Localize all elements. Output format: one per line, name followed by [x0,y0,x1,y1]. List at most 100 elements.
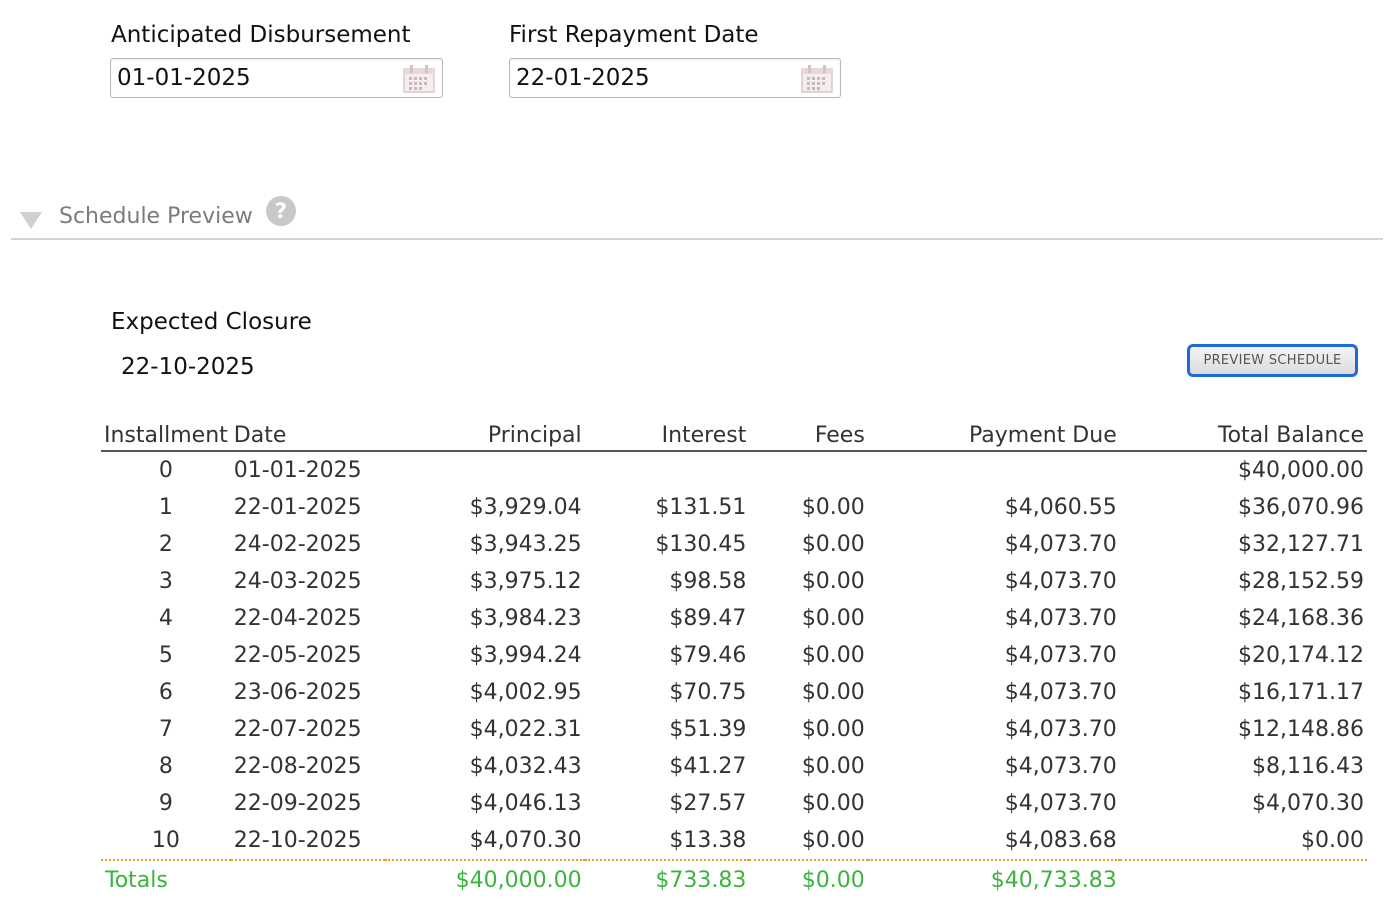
installment-number: 4 [158,606,173,631]
fees-cell: $0.00 [801,717,865,742]
total-balance-cell: $20,174.12 [1238,643,1364,668]
totals-fees: $0.00 [749,859,868,899]
interest-cell [585,451,750,489]
principal-cell: $4,022.31 [469,717,582,742]
interest-cell: $27.57 [669,791,747,816]
table-row: 0 01-01-2025 $40,000.00 [101,451,1367,489]
installment-number: 8 [158,754,173,779]
payment-due-cell: $4,073.70 [1004,791,1117,816]
principal-cell: $3,994.24 [469,643,582,668]
totals-date-empty [230,859,385,899]
principal-cell: $4,002.95 [469,680,582,705]
fees-cell: $0.00 [801,828,865,853]
interest-cell: $79.46 [669,643,747,668]
principal-cell: $3,943.25 [469,532,582,557]
interest-cell: $13.38 [669,828,747,853]
principal-cell: $3,975.12 [469,569,582,594]
installment-date: 22-07-2025 [233,717,362,742]
installment-date: 22-04-2025 [233,606,362,631]
fees-cell: $0.00 [801,791,865,816]
fees-cell: $0.00 [801,569,865,594]
totals-total-balance [1119,859,1367,899]
preview-schedule-button[interactable]: PREVIEW SCHEDULE [1187,344,1358,377]
table-row: 2 24-02-2025 $3,943.25 $130.45 $0.00 $4,… [101,526,1367,563]
section-title[interactable]: Schedule Preview [59,204,253,229]
installment-number: 7 [158,717,173,742]
total-balance-cell: $24,168.36 [1238,606,1364,631]
total-balance-cell: $8,116.43 [1252,754,1364,779]
payment-due-cell [868,451,1120,489]
interest-cell: $89.47 [669,606,747,631]
installment-date: 22-09-2025 [233,791,362,816]
principal-cell: $4,046.13 [469,791,582,816]
table-row: 4 22-04-2025 $3,984.23 $89.47 $0.00 $4,0… [101,600,1367,637]
total-balance-cell: $28,152.59 [1238,569,1364,594]
expected-closure-value: 22-10-2025 [121,354,255,380]
table-row: 9 22-09-2025 $4,046.13 $27.57 $0.00 $4,0… [101,785,1367,822]
disbursement-date-input[interactable]: 01-01-2025 [110,58,443,98]
triangle-down-icon[interactable] [18,210,44,234]
schedule-table: Installment Date Principal Interest Fees… [101,413,1367,899]
total-balance-cell: $32,127.71 [1238,532,1364,557]
installment-number: 5 [158,643,173,668]
installment-date: 22-08-2025 [233,754,362,779]
installment-number: 3 [158,569,173,594]
table-row: 5 22-05-2025 $3,994.24 $79.46 $0.00 $4,0… [101,637,1367,674]
first-repayment-date-input[interactable]: 22-01-2025 [509,58,841,98]
totals-principal: $40,000.00 [384,859,585,899]
fees-cell: $0.00 [801,606,865,631]
total-balance-cell: $16,171.17 [1238,680,1364,705]
totals-row: Totals $40,000.00 $733.83 $0.00 $40,733.… [101,859,1367,899]
installment-date: 22-10-2025 [233,828,362,853]
disbursement-date-value[interactable]: 01-01-2025 [117,65,251,91]
principal-cell: $3,929.04 [469,495,582,520]
schedule-preview-section-header[interactable]: Schedule Preview ? [11,188,1383,240]
installment-number: 1 [158,495,173,520]
column-header-installment: Installment [101,413,231,452]
fees-cell [749,451,867,489]
principal-cell: $4,070.30 [469,828,582,853]
calendar-icon[interactable] [402,64,436,98]
interest-cell: $70.75 [669,680,747,705]
expected-closure-label: Expected Closure [111,309,312,335]
column-header-total-balance: Total Balance [1119,413,1367,452]
installment-number: 9 [158,791,173,816]
first-repayment-date-value[interactable]: 22-01-2025 [516,65,650,91]
payment-due-cell: $4,073.70 [1004,717,1117,742]
payment-due-cell: $4,073.70 [1004,680,1117,705]
svg-text:?: ? [275,199,287,223]
column-header-date: Date [230,413,385,452]
installment-number: 2 [158,532,173,557]
calendar-icon[interactable] [800,64,834,98]
first-repayment-label: First Repayment Date [509,22,759,48]
column-header-payment-due: Payment Due [867,413,1120,452]
payment-due-cell: $4,060.55 [1004,495,1117,520]
interest-cell: $51.39 [669,717,747,742]
table-row: 10 22-10-2025 $4,070.30 $13.38 $0.00 $4,… [101,822,1367,860]
interest-cell: $98.58 [669,569,747,594]
payment-due-cell: $4,073.70 [1004,606,1117,631]
total-balance-cell: $40,000.00 [1238,458,1364,483]
fees-cell: $0.00 [801,532,865,557]
payment-due-cell: $4,073.70 [1004,643,1117,668]
fees-cell: $0.00 [801,495,865,520]
totals-label: Totals [101,859,231,899]
column-header-interest: Interest [584,413,750,452]
payment-due-cell: $4,073.70 [1004,754,1117,779]
payment-due-cell: $4,073.70 [1004,569,1117,594]
principal-cell [385,451,585,489]
total-balance-cell: $4,070.30 [1252,791,1364,816]
totals-payment-due: $40,733.83 [867,859,1120,899]
installment-date: 01-01-2025 [233,458,362,483]
question-circle-icon[interactable]: ? [265,195,297,231]
installment-number: 6 [158,680,173,705]
total-balance-cell: $36,070.96 [1238,495,1364,520]
totals-interest: $733.83 [584,859,750,899]
fees-cell: $0.00 [801,680,865,705]
interest-cell: $130.45 [655,532,747,557]
table-header-row: Installment Date Principal Interest Fees… [101,413,1367,452]
total-balance-cell: $0.00 [1301,828,1364,853]
installment-date: 22-01-2025 [233,495,362,520]
installment-date: 22-05-2025 [233,643,362,668]
column-header-fees: Fees [749,413,868,452]
